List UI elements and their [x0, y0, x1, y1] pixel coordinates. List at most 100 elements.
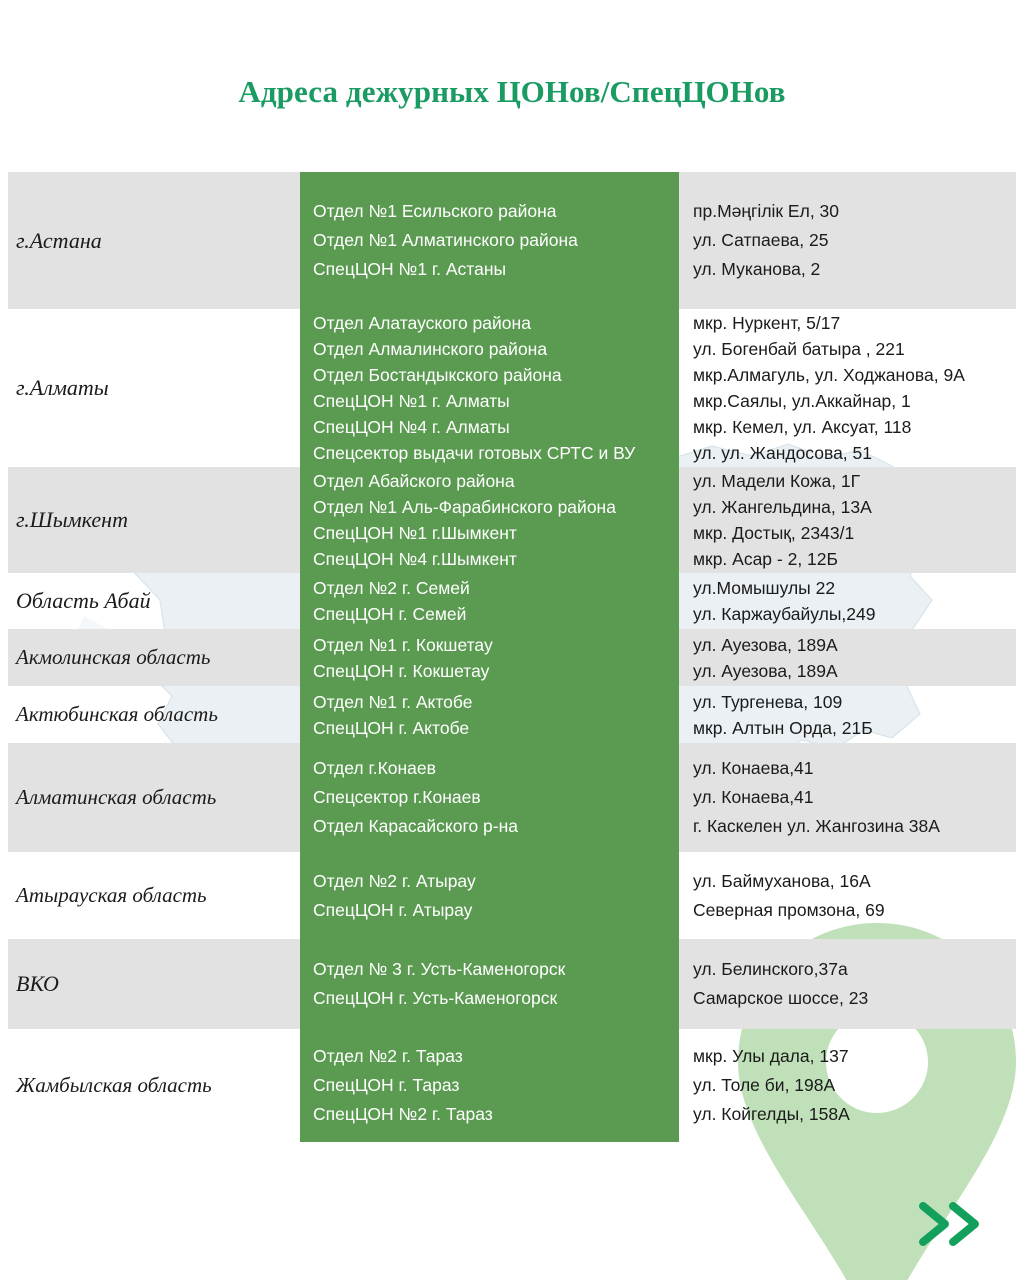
address-value: мкр. Улы дала, 137 [693, 1046, 849, 1066]
address-list: ул. Белинского,37а Самарское шоссе, 23 [686, 955, 1024, 1013]
region-name: г.Шымкент [16, 507, 128, 533]
region-name: Актюбинская область [16, 702, 218, 727]
offices-column-background [300, 573, 679, 629]
address-value: Северная промзона, 69 [693, 899, 885, 920]
table-row: ВКО Отдел № 3 г. Усть-Каменогорск СпецЦОН … [0, 939, 1024, 1029]
address-list: мкр. Улы дала, 137 ул. Толе би, 198А ул. К… [686, 1042, 1024, 1129]
address-value: мкр. Алтын Орда, 21Б [693, 717, 873, 738]
address-value: ул. Сатпаева, 25 [693, 230, 829, 250]
region-name: ВКО [16, 971, 59, 997]
office-list: Отдел №1 г. Актобе СпецЦОН г. Актобе [300, 689, 686, 741]
offices-column-background [300, 629, 679, 686]
office-list: Отдел №1 г. Кокшетау СпецЦОН г. Кокшетау [300, 632, 686, 684]
address-list: ул.Момышулы 22 ул. Каржаубайулы,249 [686, 575, 1024, 627]
address-value: ул. Ауезова, 189А [693, 634, 838, 655]
office-name: Отдел Алмалинского района [313, 339, 548, 359]
address-value: Самарское шоссе, 23 [693, 988, 869, 1008]
office-name: Спецсектор г.Конаев [313, 787, 481, 807]
office-name: СпецЦОН №1 г.Шымкент [313, 523, 517, 543]
address-value: мкр. Асар - 2, 12Б [693, 549, 838, 569]
office-name: Отдел №2 г. Семей [313, 578, 470, 598]
office-name: СпецЦОН №4 г. Алматы [313, 417, 510, 437]
office-name: Отдел Карасайского р-на [313, 816, 519, 836]
office-name: СпецЦОН г. Атырау [313, 899, 473, 920]
address-value: ул. Жангельдина, 13А [693, 497, 872, 517]
table-row: г.Шымкент Отдел Абайского района Отдел №1 … [0, 467, 1024, 573]
address-value: ул. Толе би, 198А [693, 1075, 836, 1095]
offices-column-background [300, 743, 679, 852]
office-name: Отдел №1 г. Кокшетау [313, 634, 493, 655]
address-value: ул. ул. Жандосова, 51 [693, 443, 872, 463]
region-name: Область Абай [16, 588, 151, 614]
office-name: Спецсектор выдачи готовых СРТС и ВУ [313, 443, 636, 463]
address-value: мкр. Кемел, ул. Аксуат, 118 [693, 417, 912, 437]
address-value: ул. Тургенева, 109 [693, 691, 843, 712]
office-list: Отдел №2 г. Семей СпецЦОН г. Семей [300, 575, 686, 627]
address-list: мкр. Нуркент, 5/17 ул. Богенбай батыра , … [686, 310, 1024, 466]
address-value: ул. Белинского,37а [693, 959, 848, 979]
region-name: Акмолинская область [16, 645, 211, 670]
table-row: Актюбинская область Отдел №1 г. Актобе Спе… [0, 686, 1024, 743]
region-name: Жамбылская область [16, 1073, 212, 1098]
address-value: ул. Мадели Кожа, 1Г [693, 471, 861, 491]
address-value: ул.Момышулы 22 [693, 578, 836, 598]
offices-column-background [300, 309, 679, 467]
office-name: СпецЦОН г. Актобе [313, 717, 470, 738]
offices-column-background [300, 686, 679, 743]
offices-column-background [300, 939, 679, 1029]
office-name: Отдел №2 г. Тараз [313, 1046, 463, 1066]
address-value: ул. Богенбай батыра , 221 [693, 339, 905, 359]
office-name: СпецЦОН г. Кокшетау [313, 660, 490, 681]
office-name: СпецЦОН г. Тараз [313, 1075, 460, 1095]
office-list: Отдел № 3 г. Усть-Каменогорск СпецЦОН г. … [300, 955, 686, 1013]
cons-address-table: г.Астана Отдел №1 Есильского района Отдел … [0, 172, 1024, 1142]
address-value: ул. Баймуханова, 16А [693, 870, 871, 891]
address-value: мкр.Алмагуль, ул. Ходжанова, 9А [693, 365, 965, 385]
address-value: ул. Каржаубайулы,249 [693, 604, 876, 624]
offices-column-background [300, 852, 679, 939]
table-row: г.Алматы Отдел Алатауского района Отдел Ал… [0, 309, 1024, 467]
office-name: Отдел №1 г. Актобе [313, 691, 473, 712]
office-name: Отдел №1 Есильского района [313, 201, 557, 221]
office-name: Отдел Алатауского района [313, 313, 531, 333]
page-title: Адреса дежурных ЦОНов/СпецЦОНов [238, 74, 786, 109]
office-name: Отдел №2 г. Атырау [313, 870, 476, 891]
office-list: Отдел Алатауского района Отдел Алмалинско… [300, 310, 686, 466]
office-list: Отдел №2 г. Атырау СпецЦОН г. Атырау [300, 867, 686, 925]
address-value: ул. Конаева,41 [693, 758, 814, 778]
office-list: Отдел Абайского района Отдел №1 Аль-Фараб… [300, 468, 686, 572]
region-name: Атырауская область [16, 883, 207, 908]
office-name: СпецЦОН №1 г. Астаны [313, 259, 507, 279]
office-name: Отдел №1 Аль-Фарабинского района [313, 497, 616, 517]
address-list: ул. Ауезова, 189А ул. Ауезова, 189А [686, 632, 1024, 684]
office-name: Отдел № 3 г. Усть-Каменогорск [313, 959, 566, 979]
office-name: Отдел Абайского района [313, 471, 515, 491]
offices-column-background [300, 172, 679, 309]
address-value: мкр. Нуркент, 5/17 [693, 313, 841, 333]
office-name: СпецЦОН №4 г.Шымкент [313, 549, 517, 569]
address-value: ул. Ауезова, 189А [693, 660, 838, 681]
region-name: Алматинская область [16, 785, 217, 810]
address-value: ул. Муканова, 2 [693, 259, 821, 279]
region-name: г.Алматы [16, 375, 109, 401]
office-name: Отдел Бостандыкского района [313, 365, 562, 385]
table-row: Атырауская область Отдел №2 г. Атырау Спец… [0, 852, 1024, 939]
address-value: ул. Койгелды, 158А [693, 1104, 850, 1124]
office-name: СпецЦОН г. Семей [313, 604, 467, 624]
office-name: Отдел №1 Алматинского района [313, 230, 578, 250]
table-row: Алматинская область Отдел г.Конаев Спецсек… [0, 743, 1024, 852]
table-row: г.Астана Отдел №1 Есильского района Отдел … [0, 172, 1024, 309]
offices-column-background [300, 1029, 679, 1142]
office-name: СпецЦОН №2 г. Тараз [313, 1104, 493, 1124]
address-list: пр.Мәңгілік Ел, 30 ул. Сатпаева, 25 ул. Му… [686, 197, 1024, 284]
address-list: ул. Конаева,41 ул. Конаева,41 г. Каскелен … [686, 754, 1024, 841]
address-list: ул. Тургенева, 109 мкр. Алтын Орда, 21Б [686, 689, 1024, 741]
office-name: Отдел г.Конаев [313, 758, 436, 778]
office-list: Отдел №1 Есильского района Отдел №1 Алмат… [300, 197, 686, 284]
address-list: ул. Баймуханова, 16А Северная промзона, 6… [686, 867, 1024, 925]
double-chevron-right-icon[interactable] [915, 1196, 989, 1252]
table-row: Акмолинская область Отдел №1 г. Кокшетау С… [0, 629, 1024, 686]
office-name: СпецЦОН г. Усть-Каменогорск [313, 988, 558, 1008]
address-value: мкр.Саялы, ул.Аккайнар, 1 [693, 391, 911, 411]
region-name: г.Астана [16, 227, 102, 253]
